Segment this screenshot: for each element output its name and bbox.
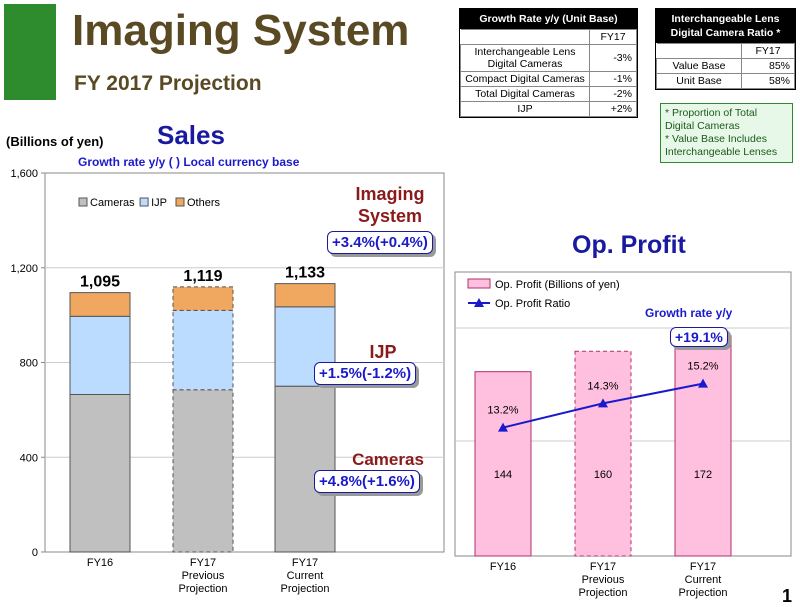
profit-value-label: 172 — [694, 469, 712, 481]
profit-value-label: 160 — [594, 469, 612, 481]
sales-legend-swatch — [175, 197, 185, 207]
profit-category-label: FY16 — [490, 561, 516, 573]
growth-table-title: Growth Rate y/y (Unit Base) — [460, 9, 637, 29]
profit-ratio-label: 15.2% — [687, 361, 718, 373]
sales-total-label: 1,133 — [285, 265, 325, 282]
profit-ratio-label: 13.2% — [487, 405, 518, 417]
cameras-growth-badge: +4.8%(+1.6%) — [314, 470, 420, 493]
cameras-segment-label: Cameras — [352, 450, 424, 469]
profit-legend-marker — [474, 298, 484, 307]
growth-table-col: FY17 — [589, 29, 637, 45]
table-row: IJP +2% — [460, 101, 637, 117]
ijp-segment-label: IJP — [369, 342, 397, 362]
sales-total-label: 1,095 — [80, 274, 120, 291]
sales-legend-swatch — [139, 197, 149, 207]
profit-ratio-label: 14.3% — [587, 380, 618, 392]
camera-ratio-table: Interchangeable Lens Digital Camera Rati… — [655, 8, 796, 90]
profit-title: Op. Profit — [572, 231, 686, 259]
accent-bar — [4, 4, 56, 100]
profit-value-label: 144 — [494, 469, 512, 481]
note-line-2: * Value Base Includes Interchangeable Le… — [665, 133, 778, 158]
sales-legend-label: Cameras — [90, 197, 135, 209]
profit-legend-bar-label: Op. Profit (Billions of yen) — [495, 279, 620, 291]
sales-legend-swatch — [78, 197, 88, 207]
table-row: Interchangeable Lens Digital Cameras -3% — [460, 44, 637, 72]
ratio-table-title: Interchangeable Lens Digital Camera Rati… — [656, 9, 795, 43]
sales-bar-others — [69, 292, 131, 317]
ijp-growth-badge: +1.5%(-1.2%) — [314, 362, 417, 385]
page-title: Imaging System — [72, 6, 410, 55]
sales-category-label: FY17 Current Projection — [281, 557, 330, 595]
sales-y-tick-label: 1,600 — [10, 168, 38, 180]
sales-bar-others — [172, 286, 234, 311]
profit-category-label: FY17 Current Projection — [679, 561, 728, 599]
profit-category-label: FY17 Previous Projection — [579, 561, 628, 599]
profit-legend-line-label: Op. Profit Ratio — [495, 298, 570, 310]
ratio-table-col: FY17 — [741, 43, 795, 59]
table-row: Unit Base 58% — [656, 73, 795, 89]
sales-bar-cameras — [172, 389, 234, 553]
growth-rate-table: Growth Rate y/y (Unit Base) FY17 Interch… — [459, 8, 638, 118]
sales-y-tick-label: 1,200 — [10, 263, 38, 275]
note-line-1: * Proportion of Total Digital Cameras — [665, 107, 758, 132]
imaging-growth-badge: +3.4%(+0.4%) — [327, 231, 433, 254]
sales-bar-ijp — [172, 309, 234, 391]
imaging-segment-label: Imaging System — [355, 184, 425, 226]
profit-legend-bar-swatch — [467, 278, 491, 289]
profit-bar — [574, 350, 632, 557]
sales-category-label: FY17 Previous Projection — [179, 557, 228, 595]
table-row: Total Digital Cameras -2% — [460, 86, 637, 102]
profit-ratio-marker — [598, 398, 608, 408]
table-row: Compact Digital Cameras -1% — [460, 71, 637, 87]
sales-title: Sales — [157, 120, 225, 150]
profit-ratio-marker — [498, 422, 508, 432]
sales-bar-cameras — [274, 385, 336, 553]
page-number: 1 — [782, 586, 793, 606]
sales-bar-cameras — [69, 393, 131, 553]
sales-category-label: FY16 — [87, 557, 113, 569]
profit-growth-label: Growth rate y/y — [645, 306, 733, 320]
sales-bar-ijp — [69, 315, 131, 395]
profit-growth-badge: +19.1% — [670, 327, 728, 347]
footnote-box: * Proportion of Total Digital Cameras * … — [660, 103, 793, 163]
sales-legend-label: Others — [187, 197, 221, 209]
sales-y-tick-label: 400 — [20, 452, 38, 464]
sales-total-label: 1,119 — [183, 268, 222, 285]
profit-bar — [474, 371, 532, 557]
sales-y-unit: (Billions of yen) — [6, 134, 104, 149]
profit-ratio-marker — [698, 378, 708, 388]
sales-y-tick-label: 800 — [20, 358, 38, 370]
sales-growth-note: Growth rate y/y ( ) Local currency base — [78, 155, 300, 169]
profit-bar — [674, 335, 732, 557]
sales-y-tick-label: 0 — [32, 547, 38, 559]
page-subtitle: FY 2017 Projection — [74, 72, 262, 95]
sales-legend-label: IJP — [151, 197, 167, 209]
sales-bar-others — [274, 283, 336, 308]
